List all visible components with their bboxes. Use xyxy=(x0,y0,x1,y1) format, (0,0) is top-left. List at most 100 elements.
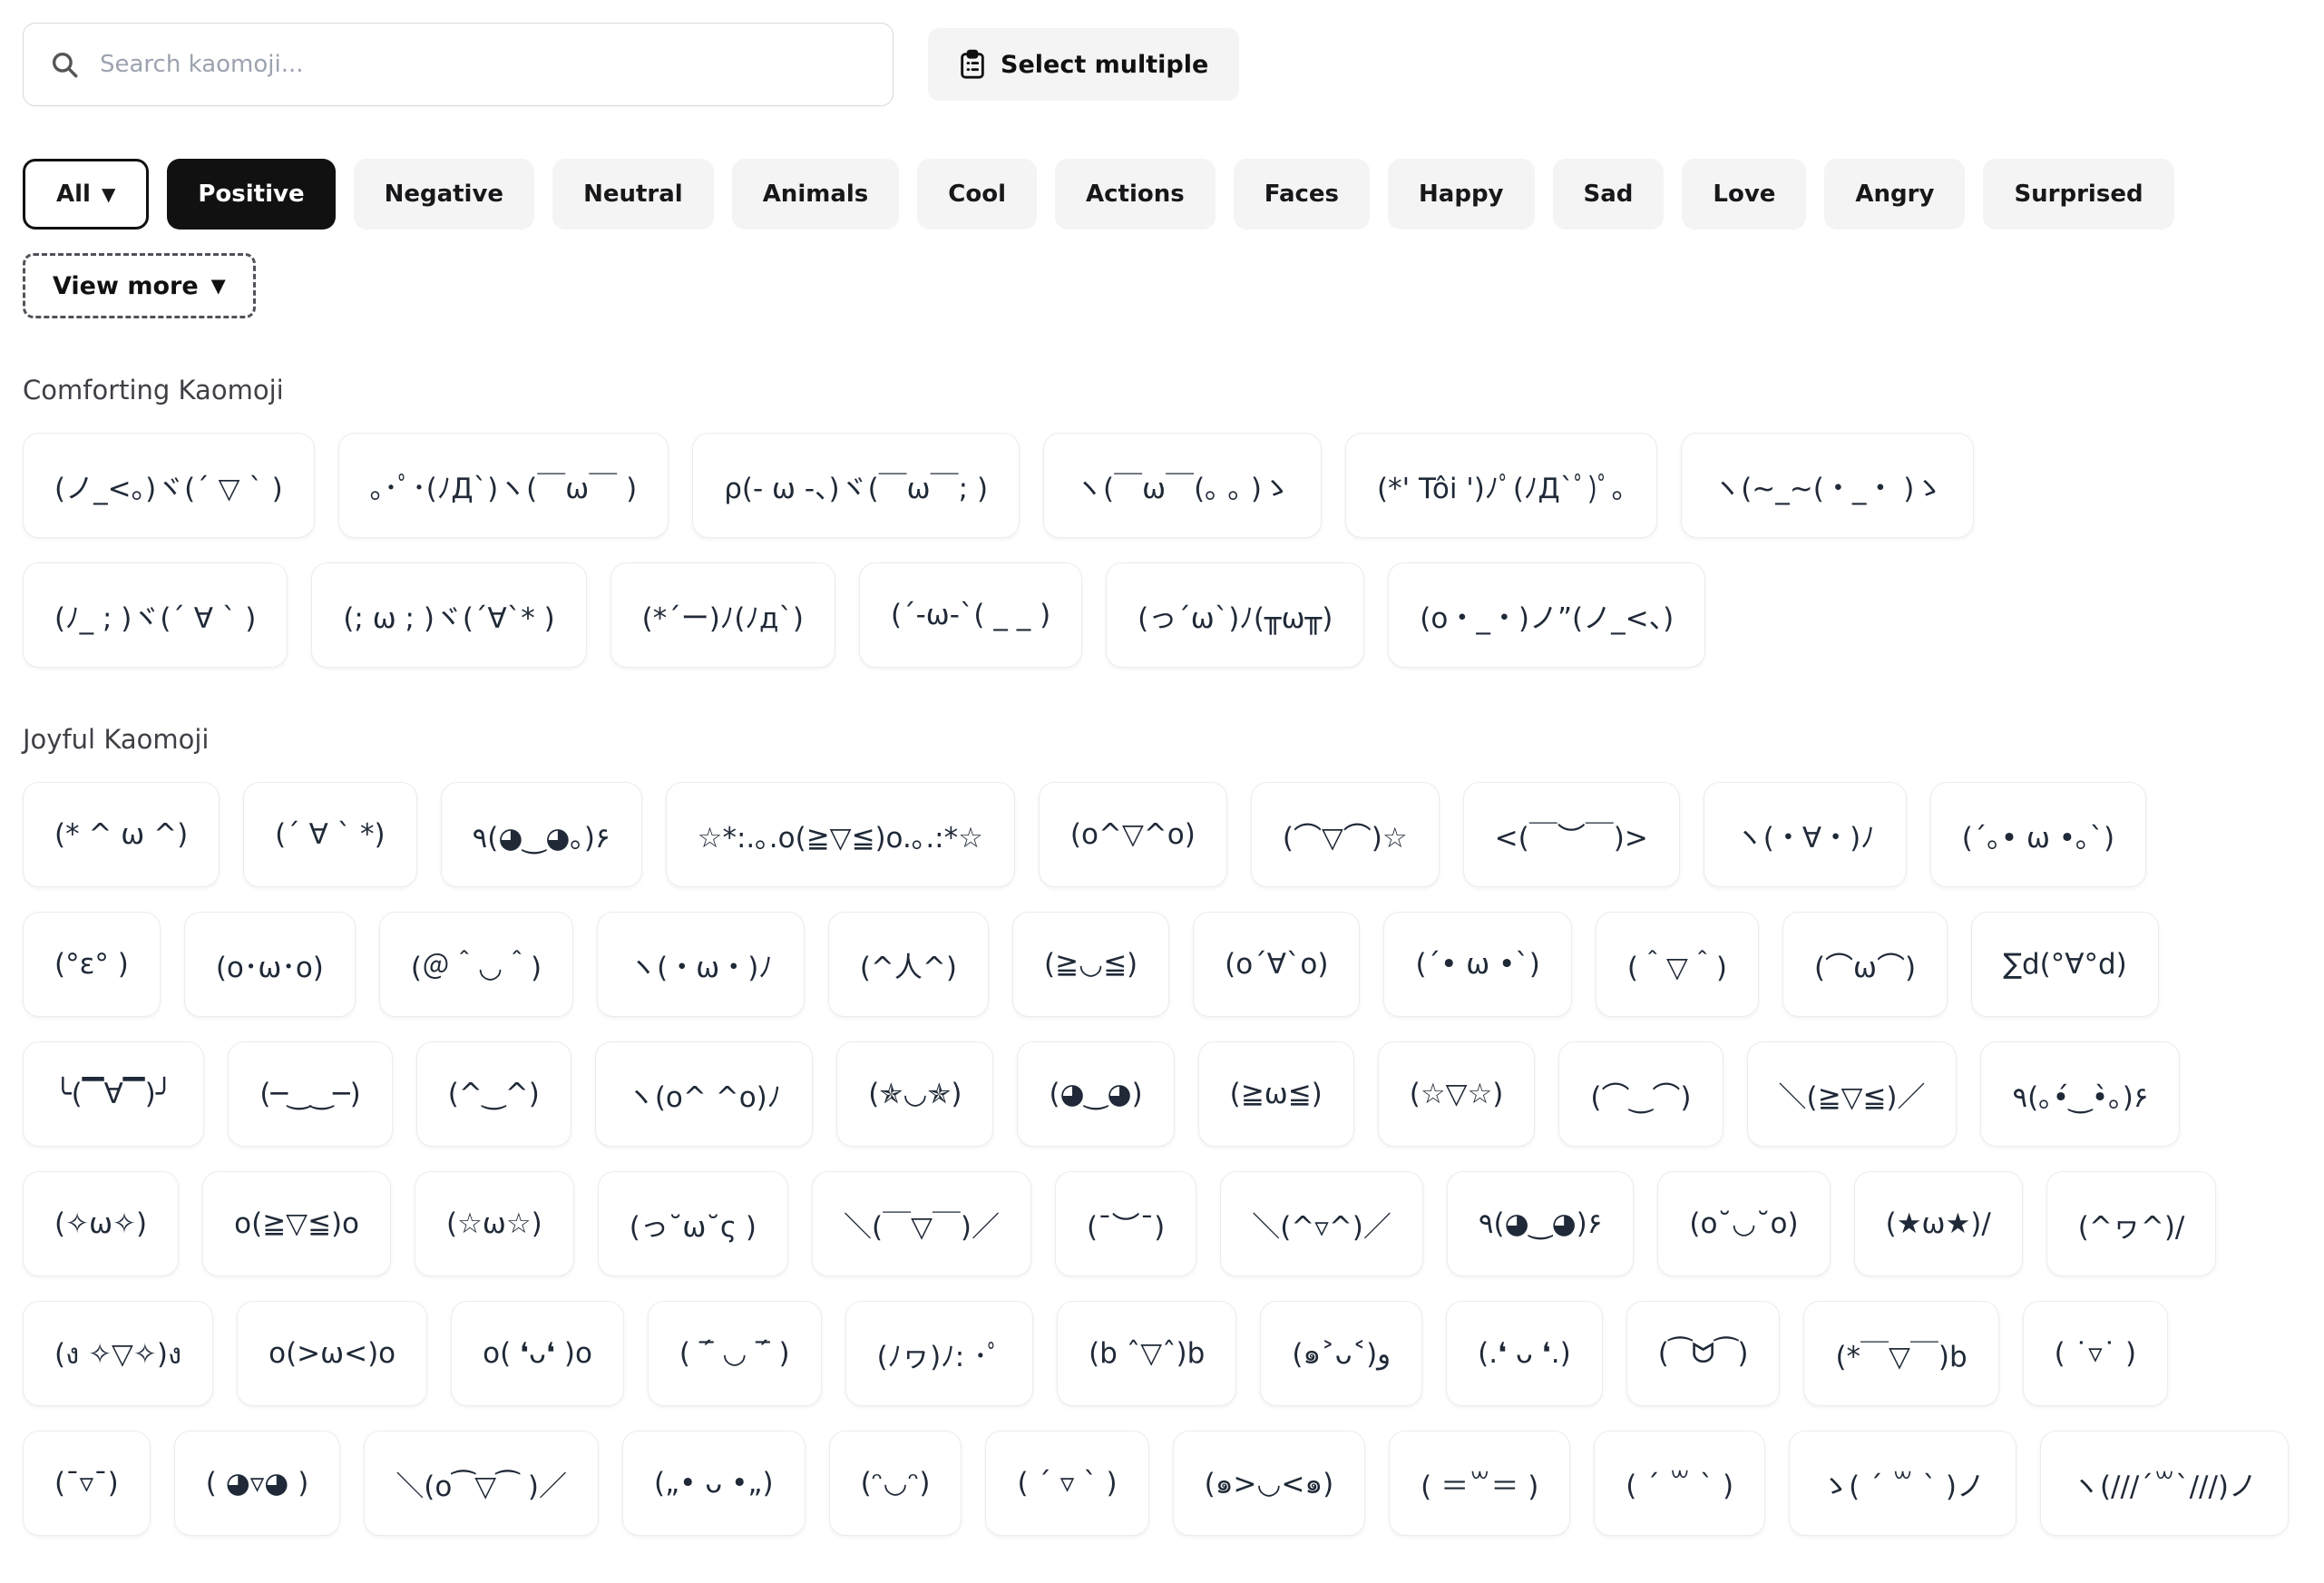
kaomoji-card[interactable]: ٩(◕‿◕)۶ xyxy=(1446,1171,1635,1276)
kaomoji-card[interactable]: (ﾉ_ ; )ヾ(´ ∀ ` ) xyxy=(23,562,288,668)
kaomoji-card[interactable]: o( ❛ᴗ❛ )o xyxy=(451,1301,624,1406)
kaomoji-card[interactable]: (*´ー)ﾉ(ﾉд`) xyxy=(610,562,835,668)
kaomoji-card[interactable]: <(￣︶￣)> xyxy=(1462,782,1680,887)
kaomoji-card[interactable]: ヽ(o^ ^o)ﾉ xyxy=(594,1041,814,1147)
section-title: Joyful Kaomoji xyxy=(23,724,210,755)
kaomoji-card[interactable]: (＠＾◡＾) xyxy=(378,912,574,1017)
kaomoji-card[interactable]: (^ヮ^)/ xyxy=(2046,1171,2217,1276)
clipboard-icon xyxy=(961,49,984,79)
kaomoji-card[interactable]: (✧ω✧) xyxy=(23,1171,180,1276)
filter-chip-angry[interactable]: Angry xyxy=(1824,159,1966,230)
search-icon xyxy=(52,52,78,78)
filter-chip-love[interactable]: Love xyxy=(1682,159,1807,230)
kaomoji-card[interactable]: (っ˘ω˘ς ) xyxy=(597,1171,788,1276)
kaomoji-card[interactable]: (°ε° ) xyxy=(23,912,161,1017)
view-more-button[interactable]: View more ▼ xyxy=(23,253,256,318)
kaomoji-card[interactable]: (ง ✧▽✧)ง xyxy=(23,1301,214,1406)
kaomoji-card[interactable]: (^人^) xyxy=(827,912,989,1017)
kaomoji-card[interactable]: ＼(￣▽￣)／ xyxy=(811,1171,1031,1276)
kaomoji-card[interactable]: (*￣▽￣)b xyxy=(1803,1301,1999,1406)
kaomoji-card[interactable]: ٩(◕‿◕｡)۶ xyxy=(440,782,642,887)
kaomoji-card[interactable]: ヽ(~_~(・_・ )ゝ xyxy=(1681,433,1975,538)
filter-chip-cool[interactable]: Cool xyxy=(917,159,1037,230)
kaomoji-card[interactable]: (⌒ω⌒) xyxy=(1782,912,1948,1017)
chevron-down-icon: ▼ xyxy=(101,183,116,205)
kaomoji-row: (✧ω✧) o(≧▽≦)o (☆ω☆) (っ˘ω˘ς ) ＼(￣▽￣)／ (¯︶¯) ＼(^… xyxy=(23,1171,2301,1276)
kaomoji-card[interactable]: (o・_・)ノ”(ノ_<、) xyxy=(1388,562,1706,668)
kaomoji-card[interactable]: ＼(o⁀▽⁀ )／ xyxy=(364,1431,599,1536)
kaomoji-card[interactable]: ( ´ ꒳ ` ) xyxy=(1594,1431,1766,1536)
kaomoji-card[interactable]: ( ‾́ ◡ ‾́ ) xyxy=(647,1301,822,1406)
kaomoji-card[interactable]: (¯▿¯) xyxy=(23,1431,151,1536)
filter-chip-positive[interactable]: Positive xyxy=(167,159,336,230)
kaomoji-card[interactable]: (◕‿◕) xyxy=(1017,1041,1175,1147)
kaomoji-card[interactable]: (´• ω •`) xyxy=(1383,912,1572,1017)
kaomoji-card[interactable]: (* ^ ω ^) xyxy=(23,782,220,887)
kaomoji-card[interactable]: ヽ(///´꒳`///)ノ xyxy=(2039,1431,2290,1536)
kaomoji-card[interactable]: (☆ω☆) xyxy=(415,1171,574,1276)
kaomoji-card[interactable]: (b ˆ▽ˆ)b xyxy=(1057,1301,1237,1406)
kaomoji-card[interactable]: ( ＝꒳＝ ) xyxy=(1389,1431,1571,1536)
top-bar: Select multiple xyxy=(23,23,2301,106)
kaomoji-card[interactable]: ٩(｡•́‿•̀｡)۶ xyxy=(1980,1041,2181,1147)
kaomoji-card[interactable]: ∑d(°∀°d) xyxy=(1971,912,2159,1017)
kaomoji-card[interactable]: (ﾉヮ)ﾉ: ･ﾟ xyxy=(845,1301,1034,1406)
kaomoji-card[interactable]: (ノ_<。)ヾ(´ ▽ ` ) xyxy=(23,433,315,538)
filter-chip-happy[interactable]: Happy xyxy=(1388,159,1535,230)
kaomoji-card[interactable]: o(>ω<)o xyxy=(237,1301,428,1406)
kaomoji-card[interactable]: (っ´ω`)ﾉ(╥ω╥) xyxy=(1106,562,1365,668)
kaomoji-card[interactable]: (๑>◡<๑) xyxy=(1172,1431,1366,1536)
kaomoji-card[interactable]: ゝ( ´ ꒳ ` )ノ xyxy=(1789,1431,2016,1536)
kaomoji-card[interactable]: ＼(^▿^)／ xyxy=(1220,1171,1423,1276)
kaomoji-card[interactable]: (⌒▽⌒)☆ xyxy=(1250,782,1440,887)
kaomoji-card[interactable]: (★ω★)/ xyxy=(1853,1171,2023,1276)
kaomoji-card[interactable]: ( ◕▿◕ ) xyxy=(173,1431,341,1536)
search-box[interactable] xyxy=(23,23,893,106)
filter-chip-sad[interactable]: Sad xyxy=(1552,159,1665,230)
kaomoji-card[interactable]: (☆▽☆) xyxy=(1377,1041,1536,1147)
kaomoji-card[interactable]: ヽ(・∀・)ﾉ xyxy=(1703,782,1907,887)
select-multiple-button[interactable]: Select multiple xyxy=(928,28,1240,101)
kaomoji-card[interactable]: (⁀ᗢ⁀) xyxy=(1626,1301,1781,1406)
kaomoji-card[interactable]: (o^▽^o) xyxy=(1038,782,1227,887)
kaomoji-card[interactable]: (＾▽＾) xyxy=(1595,912,1759,1017)
kaomoji-card[interactable]: (⌒‿⌒) xyxy=(1558,1041,1723,1147)
kaomoji-card[interactable]: (o˘◡˘o) xyxy=(1657,1171,1831,1276)
filter-all-dropdown[interactable]: All ▼ xyxy=(23,159,150,230)
filter-chip-surprised[interactable]: Surprised xyxy=(1983,159,2174,230)
kaomoji-card[interactable]: ヽ(・ω・)ﾉ xyxy=(597,912,805,1017)
kaomoji-card[interactable]: (´-ω-`( _ _ ) xyxy=(858,562,1083,668)
kaomoji-card[interactable]: ( ´ ▿ ` ) xyxy=(985,1431,1149,1536)
kaomoji-card[interactable]: (o´∀`o) xyxy=(1193,912,1361,1017)
kaomoji-card[interactable]: ☆*:.｡.o(≧▽≦)o.｡.:*☆ xyxy=(665,782,1015,887)
filter-chip-neutral[interactable]: Neutral xyxy=(552,159,714,230)
kaomoji-card[interactable]: (ᵔ◡ᵔ) xyxy=(828,1431,962,1536)
filter-chip-faces[interactable]: Faces xyxy=(1233,159,1371,230)
kaomoji-card[interactable]: ρ(- ω -、)ヾ(￣ω￣; ) xyxy=(692,433,1020,538)
search-input[interactable] xyxy=(100,51,867,78)
kaomoji-card[interactable]: (─‿‿─) xyxy=(228,1041,393,1147)
filter-chip-actions[interactable]: Actions xyxy=(1054,159,1216,230)
kaomoji-card[interactable]: (≧◡≦) xyxy=(1011,912,1170,1017)
kaomoji-card[interactable]: (o･ω･o) xyxy=(183,912,356,1017)
kaomoji-card[interactable]: (๑˃ᴗ˂)و xyxy=(1260,1301,1423,1406)
kaomoji-card[interactable]: (.❛ ᴗ ❛.) xyxy=(1446,1301,1603,1406)
kaomoji-card[interactable]: (✯◡✯) xyxy=(836,1041,994,1147)
kaomoji-row: (* ^ ω ^) (´ ∀ ` *) ٩(◕‿◕｡)۶ ☆*:.｡.o(≧▽≦)o.… xyxy=(23,782,2301,887)
kaomoji-card[interactable]: ＼(≧▽≦)／ xyxy=(1746,1041,1958,1147)
kaomoji-card[interactable]: ｡･ﾟ･(ﾉД`)ヽ(￣ω￣ ) xyxy=(337,433,669,538)
filter-chip-negative[interactable]: Negative xyxy=(353,159,535,230)
kaomoji-card[interactable]: o(≧▽≦)o xyxy=(202,1171,392,1276)
kaomoji-card[interactable]: (≧ω≦) xyxy=(1197,1041,1354,1147)
kaomoji-card[interactable]: (´ ∀ ` *) xyxy=(243,782,417,887)
kaomoji-card[interactable]: ╰(▔∀▔)╯ xyxy=(23,1041,205,1147)
kaomoji-card[interactable]: (¯︶¯) xyxy=(1055,1171,1197,1276)
kaomoji-card[interactable]: (´｡• ω •｡`) xyxy=(1929,782,2147,887)
kaomoji-card[interactable]: („• ᴗ •„) xyxy=(622,1431,806,1536)
kaomoji-card[interactable]: (*' Tôi ')ﾉﾟ(ﾉД`ﾟ)ﾟ｡ xyxy=(1345,433,1658,538)
kaomoji-card[interactable]: (; ω ; )ヾ(´∀`* ) xyxy=(311,562,587,668)
kaomoji-card[interactable]: (^‿^) xyxy=(415,1041,571,1147)
kaomoji-card[interactable]: ヽ(￣ω￣(｡ ｡ )ゝ xyxy=(1043,433,1322,538)
filter-chip-animals[interactable]: Animals xyxy=(731,159,900,230)
kaomoji-card[interactable]: ( ˙▿˙ ) xyxy=(2022,1301,2169,1406)
